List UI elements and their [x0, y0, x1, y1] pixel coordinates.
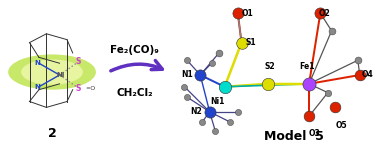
Text: N: N: [35, 84, 41, 90]
Point: [306, 83, 312, 85]
Text: S1: S1: [246, 38, 256, 47]
Point: [181, 86, 187, 88]
Text: CH₂Cl₂: CH₂Cl₂: [116, 88, 153, 98]
Text: Fe1: Fe1: [299, 62, 315, 71]
Text: N1: N1: [181, 70, 193, 80]
Point: [357, 74, 363, 76]
Text: O2: O2: [318, 9, 330, 18]
Point: [197, 74, 203, 76]
Point: [355, 59, 361, 61]
Circle shape: [9, 55, 95, 89]
Point: [216, 52, 222, 54]
Text: N: N: [35, 60, 41, 66]
Text: Ni: Ni: [56, 72, 65, 78]
Point: [239, 41, 245, 44]
Point: [325, 92, 331, 94]
Circle shape: [22, 60, 82, 84]
Point: [235, 12, 241, 14]
Text: =O: =O: [86, 87, 96, 92]
Text: Ni1: Ni1: [210, 97, 224, 106]
Text: Fe₂(CO)₉: Fe₂(CO)₉: [110, 45, 159, 55]
Text: O3: O3: [309, 129, 321, 138]
Point: [306, 115, 312, 117]
Text: 2: 2: [48, 127, 56, 140]
Point: [227, 121, 233, 123]
Text: O1: O1: [241, 9, 253, 18]
Text: S: S: [76, 84, 81, 93]
Text: S: S: [76, 57, 81, 66]
Point: [332, 106, 338, 109]
Point: [209, 62, 215, 64]
Text: O5: O5: [335, 121, 347, 130]
Text: S2: S2: [264, 62, 275, 71]
Point: [222, 86, 228, 88]
Point: [265, 83, 271, 85]
Text: N2: N2: [191, 107, 202, 116]
Text: Model  5: Model 5: [264, 130, 324, 143]
Point: [207, 111, 213, 113]
Point: [317, 12, 323, 14]
Point: [184, 96, 190, 98]
Point: [328, 30, 335, 32]
Point: [212, 130, 218, 132]
Text: O4: O4: [361, 70, 373, 80]
Point: [199, 121, 205, 123]
Point: [184, 59, 190, 61]
Point: [235, 111, 241, 113]
